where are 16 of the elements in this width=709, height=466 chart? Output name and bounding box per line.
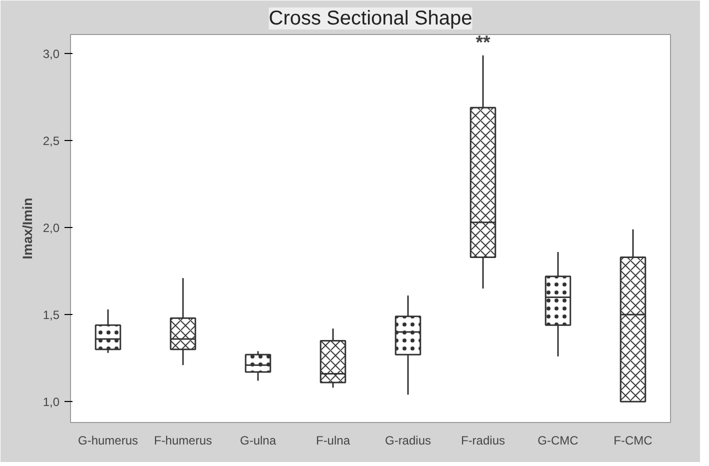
y-tick-label: 2,5 — [42, 134, 60, 148]
x-tick-label: F-CMC — [614, 434, 653, 448]
y-axis-title: Imax/Imin — [20, 198, 35, 260]
x-tick-label: F-humerus — [154, 434, 212, 448]
x-tick-label: G-radius — [384, 434, 432, 448]
x-tick-label: G-ulna — [240, 434, 276, 448]
annotation: ** — [476, 31, 491, 52]
x-tick-label: F-ulna — [316, 434, 350, 448]
y-tick-label: 1,0 — [42, 395, 60, 410]
chart-title: Cross Sectional Shape — [268, 8, 472, 30]
y-tick-label: 1,5 — [42, 308, 60, 322]
x-tick-label: G-CMC — [538, 434, 579, 448]
x-tick-label: G-humerus — [78, 434, 138, 448]
y-tick-label: 2,0 — [42, 221, 60, 236]
x-tick-label: F-radius — [460, 434, 506, 448]
y-tick-label: 3,0 — [42, 47, 60, 62]
